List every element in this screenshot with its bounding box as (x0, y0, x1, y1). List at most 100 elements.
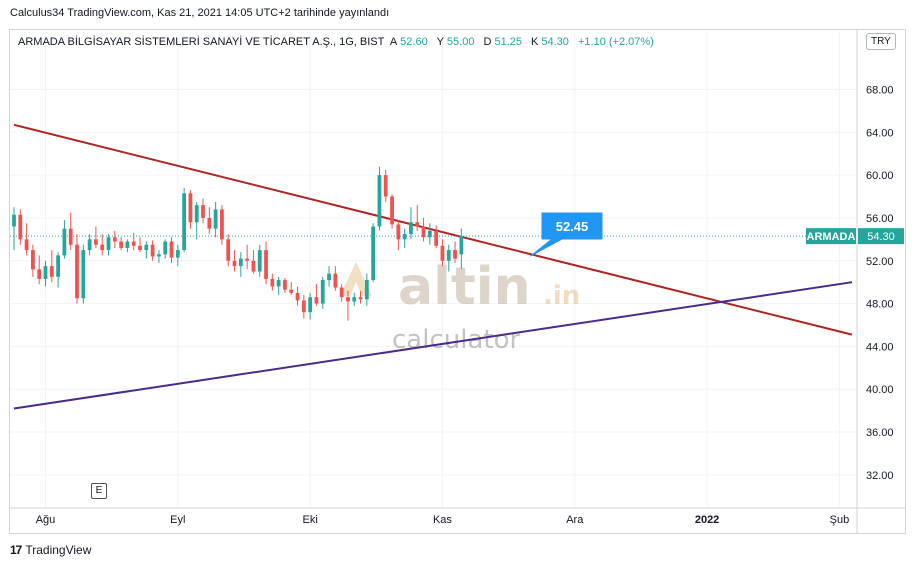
candle-body (226, 239, 231, 261)
watermark-logo-icon (340, 262, 372, 296)
candle-body (49, 266, 54, 277)
candles (12, 166, 464, 321)
y-tick-label: 60.00 (866, 170, 894, 182)
currency-button[interactable]: TRY (866, 33, 896, 50)
candle-body (150, 244, 155, 257)
symbol-tag-label: ARMADA (807, 231, 856, 243)
legend-high-label: Y (436, 36, 444, 48)
candle-body (18, 214, 23, 240)
y-tick-label: 44.00 (866, 341, 894, 353)
candle-body (358, 297, 363, 300)
candle-body (301, 300, 306, 313)
candle-body (43, 266, 48, 279)
candle-body (169, 241, 174, 258)
candle-body (390, 196, 394, 225)
trendlines (10, 123, 856, 410)
candle-body (421, 226, 426, 238)
candle-body (81, 250, 86, 299)
y-axis: 68.00 64.00 60.00 56.00 52.00 48.00 44.00 40.00… (856, 30, 894, 533)
callout-bubble (530, 212, 603, 257)
candle-body (100, 244, 105, 251)
candle-body (75, 244, 79, 299)
candle-body (383, 175, 388, 197)
events-marker[interactable]: E (91, 483, 107, 499)
candle-body (194, 205, 199, 223)
price-callout: 52.45 (530, 212, 603, 257)
candle-body (264, 250, 268, 279)
candle-body (213, 209, 218, 229)
candle-body (112, 237, 117, 242)
y-tick-label: 52.00 (866, 256, 894, 268)
candle-body (131, 241, 136, 246)
x-tick-label: Eyl (170, 514, 185, 526)
legend-open-label: A (389, 36, 398, 48)
candle-body (106, 237, 111, 251)
symbol-legend: ARMADA BİLGİSAYAR SİSTEMLERİ SANAYİ VE T… (18, 36, 657, 48)
candle-body (24, 239, 29, 251)
candle-body (144, 244, 149, 251)
candle-body (295, 292, 300, 301)
candle-body (314, 297, 319, 304)
x-tick-label: Ağu (36, 514, 56, 526)
candle-body (56, 255, 60, 277)
chart-grid (10, 32, 856, 507)
candle-body (157, 254, 161, 257)
candle-body (308, 297, 313, 313)
candle-body (364, 280, 369, 300)
x-tick-label: Ara (566, 514, 584, 526)
candle-body (434, 230, 439, 246)
candle-body (251, 260, 256, 272)
x-axis: Ağu Eyl Eki Kas Ara 2022 Şub (10, 507, 905, 526)
candle-body (339, 287, 344, 298)
candle-body (276, 280, 281, 287)
legend-symbol-name: ARMADA BİLGİSAYAR SİSTEMLERİ SANAYİ VE T… (18, 36, 385, 48)
legend-open: 52.60 (400, 36, 428, 48)
tradingview-footer[interactable]: 17 TradingView (10, 543, 91, 557)
candle-body (37, 269, 42, 279)
candle-body (371, 226, 376, 281)
candle-body (163, 241, 168, 255)
candle-body (87, 239, 92, 251)
legend-change: +1.10 (+2.07%) (577, 36, 654, 48)
candle-body (320, 280, 325, 304)
watermark-brand-tld: .in (543, 281, 580, 311)
candle-body (12, 214, 16, 227)
altin-in-watermark: altin .in calculator (340, 257, 580, 355)
candle-body (453, 250, 457, 259)
watermark-brand-main: altin (398, 257, 531, 317)
candle-body (333, 273, 338, 288)
candle-body (182, 193, 187, 251)
candle-body (31, 250, 35, 270)
candle-body (257, 250, 262, 272)
candle-body (409, 222, 413, 234)
candle-body (188, 193, 193, 223)
price-tag-bg (858, 228, 904, 245)
candle-body (446, 250, 451, 261)
x-tick-label: Kas (433, 514, 452, 526)
candle-body (138, 245, 142, 251)
candle-body (68, 228, 73, 245)
symbol-tag-bg (806, 228, 856, 245)
legend-close-label: K (531, 36, 539, 48)
tradingview-logo-text: TradingView (25, 543, 92, 557)
callout-value: 52.45 (556, 219, 589, 234)
y-tick-label: 36.00 (866, 427, 894, 439)
y-tick-label: 40.00 (866, 384, 894, 396)
tradingview-logo-icon: 17 (10, 543, 22, 557)
candle-body (427, 230, 432, 238)
candle-body (119, 241, 124, 248)
candle-body (402, 234, 407, 240)
candle-body (245, 258, 250, 261)
candle-body (415, 222, 420, 227)
y-tick-label: 56.00 (866, 213, 894, 225)
candle-body (440, 245, 445, 261)
legend-close: 54.30 (541, 36, 569, 48)
candle-body (346, 297, 350, 302)
candle-body (377, 175, 382, 227)
x-tick-label: Eki (302, 514, 317, 526)
candle-body (396, 224, 401, 240)
candle-body (94, 239, 98, 245)
candle-body (62, 228, 67, 256)
x-tick-label: 2022 (695, 514, 719, 526)
